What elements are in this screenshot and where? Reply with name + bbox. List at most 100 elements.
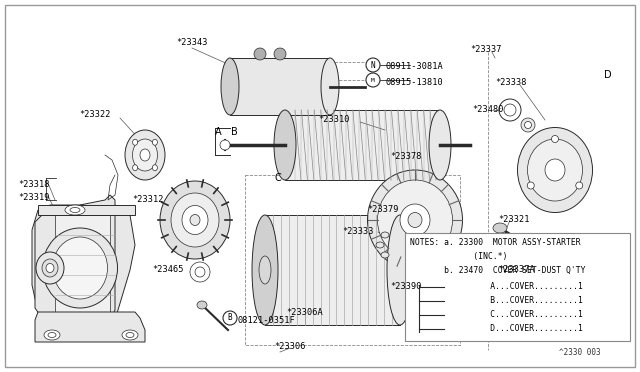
Ellipse shape: [525, 122, 531, 128]
Text: 08911-3081A: 08911-3081A: [385, 62, 443, 71]
Ellipse shape: [70, 208, 80, 212]
Text: *23312: *23312: [132, 195, 164, 204]
Ellipse shape: [195, 267, 205, 277]
Text: *23322: *23322: [79, 110, 111, 119]
Ellipse shape: [42, 259, 58, 277]
Ellipse shape: [274, 48, 286, 60]
Ellipse shape: [378, 180, 452, 260]
Ellipse shape: [259, 256, 271, 284]
Text: *23321: *23321: [498, 215, 529, 224]
Ellipse shape: [125, 130, 165, 180]
Ellipse shape: [527, 139, 582, 201]
Text: *23379: *23379: [367, 205, 399, 214]
Ellipse shape: [132, 139, 138, 145]
Ellipse shape: [223, 311, 237, 325]
Text: (INC.*): (INC.*): [410, 252, 508, 261]
Ellipse shape: [527, 182, 534, 189]
Ellipse shape: [46, 263, 54, 273]
Ellipse shape: [376, 242, 384, 248]
Ellipse shape: [190, 215, 200, 225]
Ellipse shape: [221, 58, 239, 115]
Ellipse shape: [132, 165, 138, 171]
Text: C...COVER.........1: C...COVER.........1: [422, 310, 583, 319]
Text: N: N: [371, 61, 375, 70]
Text: D...COVER.........1: D...COVER.........1: [422, 324, 583, 333]
Text: *23338: *23338: [495, 78, 527, 87]
Ellipse shape: [132, 139, 157, 171]
Ellipse shape: [140, 149, 150, 161]
Ellipse shape: [545, 159, 565, 181]
Ellipse shape: [429, 110, 451, 180]
Text: *23378: *23378: [390, 152, 422, 161]
Polygon shape: [32, 205, 135, 320]
Text: A...COVER.........1: A...COVER.........1: [422, 282, 583, 291]
Ellipse shape: [493, 223, 507, 233]
Ellipse shape: [48, 333, 56, 337]
Ellipse shape: [42, 228, 118, 308]
Text: B...COVER.........1: B...COVER.........1: [422, 296, 583, 305]
Text: B: B: [228, 314, 232, 323]
Text: ^2330 003: ^2330 003: [559, 348, 601, 357]
Ellipse shape: [152, 139, 157, 145]
Ellipse shape: [499, 99, 521, 121]
Ellipse shape: [366, 58, 380, 72]
Text: *23343: *23343: [176, 38, 208, 47]
Text: *23333: *23333: [342, 227, 374, 236]
Ellipse shape: [400, 204, 430, 236]
Ellipse shape: [65, 205, 85, 215]
Text: *23390: *23390: [390, 282, 422, 291]
Text: *23337A: *23337A: [498, 265, 535, 274]
Ellipse shape: [152, 165, 157, 171]
Ellipse shape: [518, 128, 593, 212]
Ellipse shape: [381, 232, 389, 238]
Text: *23310: *23310: [318, 115, 349, 124]
Text: *23306: *23306: [275, 342, 306, 351]
Ellipse shape: [197, 301, 207, 309]
Ellipse shape: [381, 252, 389, 258]
Text: *23480: *23480: [472, 105, 504, 114]
Polygon shape: [55, 215, 110, 315]
Ellipse shape: [126, 333, 134, 337]
Ellipse shape: [36, 252, 64, 284]
Ellipse shape: [274, 110, 296, 180]
Ellipse shape: [52, 237, 108, 299]
Text: A: A: [214, 127, 221, 137]
Ellipse shape: [254, 48, 266, 60]
Text: M: M: [371, 77, 375, 83]
Ellipse shape: [521, 118, 535, 132]
Ellipse shape: [220, 140, 230, 150]
Ellipse shape: [44, 330, 60, 340]
Ellipse shape: [190, 262, 210, 282]
Ellipse shape: [552, 135, 559, 142]
Bar: [405, 233, 630, 341]
Text: 08915-13810: 08915-13810: [385, 78, 443, 87]
Polygon shape: [38, 205, 135, 215]
Ellipse shape: [122, 330, 138, 340]
Ellipse shape: [366, 73, 380, 87]
Bar: [285, 110, 440, 180]
Text: *23318: *23318: [18, 180, 49, 189]
Ellipse shape: [321, 58, 339, 115]
Text: *23306A: *23306A: [287, 308, 323, 317]
Ellipse shape: [171, 193, 219, 247]
Ellipse shape: [367, 170, 463, 270]
Ellipse shape: [576, 182, 583, 189]
Ellipse shape: [252, 215, 278, 325]
Text: *23319: *23319: [18, 193, 49, 202]
Text: *23337: *23337: [470, 45, 502, 54]
Polygon shape: [35, 195, 115, 325]
Ellipse shape: [182, 205, 208, 234]
Text: *23465: *23465: [152, 265, 184, 274]
Text: B: B: [230, 127, 237, 137]
Bar: [265, 215, 400, 325]
Ellipse shape: [160, 181, 230, 259]
Ellipse shape: [387, 215, 413, 325]
Ellipse shape: [504, 104, 516, 116]
Text: 08121-0351F: 08121-0351F: [238, 316, 296, 325]
Ellipse shape: [408, 212, 422, 228]
Text: b. 23470  COVER SET-DUST Q'TY: b. 23470 COVER SET-DUST Q'TY: [410, 266, 586, 275]
Bar: [230, 58, 330, 115]
Text: C: C: [275, 173, 282, 183]
Polygon shape: [35, 312, 145, 342]
Text: NOTES: a. 23300  MOTOR ASSY-STARTER: NOTES: a. 23300 MOTOR ASSY-STARTER: [410, 238, 580, 247]
